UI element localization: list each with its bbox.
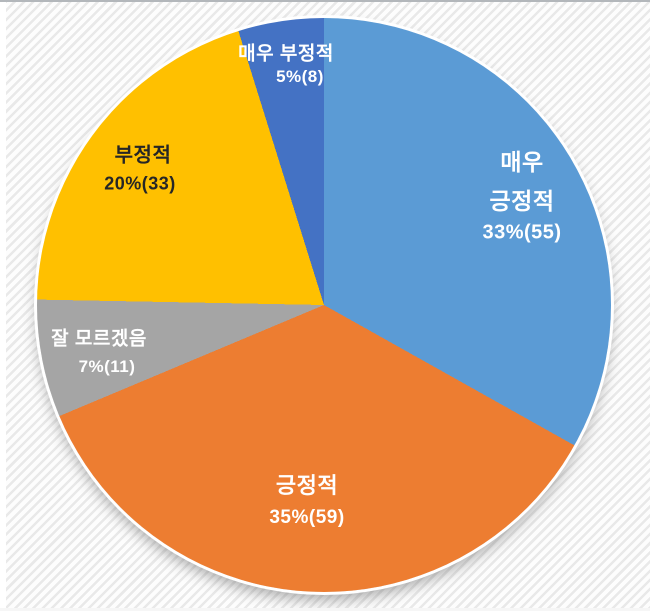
- slice-label-negative-value: 20%(33): [104, 173, 176, 194]
- slice-label-very-positive-line1: 매우: [500, 149, 544, 175]
- slice-label-dont-know-value: 7%(11): [78, 357, 136, 376]
- slice-label-very-positive-line2: 긍정적: [489, 188, 555, 214]
- slice-label-very-positive-value: 33%(55): [482, 221, 562, 244]
- bottom-margin: [0, 608, 650, 611]
- slice-label-very-negative-value: 5%(8): [276, 67, 324, 86]
- slice-label-very-negative-line1: 매우 부정적: [238, 43, 334, 65]
- window-top-border: [0, 0, 650, 2]
- slice-label-positive-line1: 긍정적: [275, 473, 339, 498]
- pie-chart: [37, 18, 611, 592]
- slice-label-positive-value: 35%(59): [269, 507, 345, 528]
- left-margin: [0, 0, 6, 611]
- slice-label-negative-line1: 부정적: [114, 144, 172, 167]
- slice-label-dont-know-line1: 잘 모르겠음: [51, 328, 147, 350]
